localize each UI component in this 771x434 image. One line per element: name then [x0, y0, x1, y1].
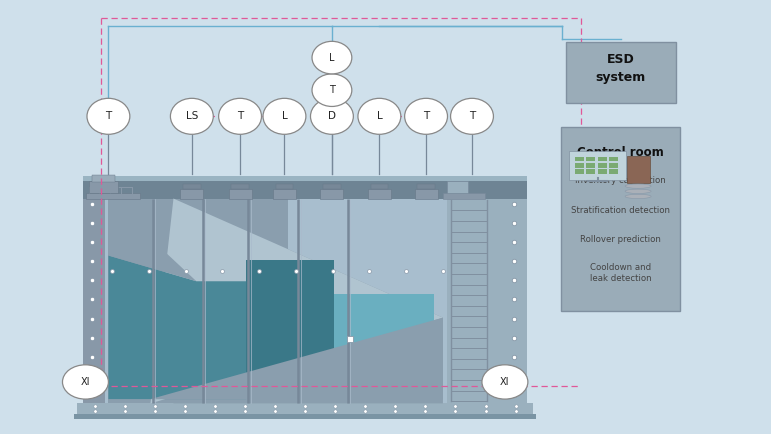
Bar [574, 163, 584, 168]
Text: XI: XI [81, 377, 90, 387]
Bar [93, 175, 116, 182]
Bar [276, 184, 293, 189]
Text: ESD
system: ESD system [596, 53, 646, 85]
Text: Rollover prediction: Rollover prediction [580, 235, 661, 244]
Bar [574, 169, 584, 174]
Ellipse shape [263, 99, 306, 134]
Bar [371, 184, 388, 189]
Bar [598, 157, 607, 161]
Polygon shape [150, 199, 443, 403]
Bar [368, 189, 391, 199]
Bar [417, 184, 435, 189]
Polygon shape [150, 318, 443, 399]
Polygon shape [109, 199, 197, 281]
Bar [415, 189, 438, 199]
Bar [246, 260, 334, 399]
Text: LS: LS [186, 111, 198, 122]
Text: L: L [376, 111, 382, 122]
Bar [334, 294, 434, 399]
Bar [228, 189, 251, 199]
Bar [609, 157, 618, 161]
FancyBboxPatch shape [627, 156, 650, 183]
Bar [86, 193, 140, 200]
Bar [598, 169, 607, 174]
Text: T: T [106, 111, 112, 122]
Ellipse shape [170, 99, 214, 134]
Bar [231, 184, 249, 189]
Ellipse shape [625, 184, 651, 188]
Bar [586, 169, 595, 174]
Polygon shape [109, 256, 246, 399]
Bar [446, 199, 527, 403]
Bar [586, 157, 595, 161]
Bar [83, 176, 527, 403]
Ellipse shape [312, 74, 352, 106]
Text: Cooldown and
leak detection: Cooldown and leak detection [590, 263, 651, 283]
Ellipse shape [405, 99, 447, 134]
Ellipse shape [311, 99, 353, 134]
Bar [574, 157, 584, 161]
Ellipse shape [219, 99, 261, 134]
FancyBboxPatch shape [569, 151, 626, 180]
Ellipse shape [450, 99, 493, 134]
Bar [323, 184, 341, 189]
Bar [609, 163, 618, 168]
Text: L: L [281, 111, 288, 122]
Bar [105, 199, 446, 403]
Text: L: L [329, 53, 335, 62]
Bar [74, 414, 537, 419]
Ellipse shape [87, 99, 130, 134]
Bar [77, 403, 534, 414]
Bar [83, 199, 105, 403]
FancyBboxPatch shape [561, 128, 680, 311]
Bar [183, 184, 200, 189]
Text: Stratification detection: Stratification detection [571, 206, 670, 215]
Ellipse shape [625, 189, 651, 194]
Text: T: T [329, 85, 335, 95]
Text: T: T [423, 111, 429, 122]
Bar [89, 181, 119, 193]
Bar [443, 193, 485, 200]
Bar [273, 189, 296, 199]
Ellipse shape [62, 365, 109, 399]
Text: T: T [237, 111, 243, 122]
Bar [598, 163, 607, 168]
Text: XI: XI [500, 377, 510, 387]
Text: T: T [469, 111, 475, 122]
Bar [83, 176, 527, 181]
Bar [83, 176, 527, 199]
FancyBboxPatch shape [566, 42, 675, 103]
Bar [446, 181, 468, 194]
Bar [180, 189, 204, 199]
Ellipse shape [625, 194, 651, 199]
Bar [109, 199, 288, 403]
Ellipse shape [482, 365, 528, 399]
Bar [586, 163, 595, 168]
Ellipse shape [312, 41, 352, 74]
Text: D: D [328, 111, 336, 122]
Polygon shape [173, 199, 443, 403]
Text: Control room: Control room [577, 146, 664, 159]
Bar [609, 169, 618, 174]
Text: Inventory calculation: Inventory calculation [575, 176, 666, 185]
Bar [321, 189, 343, 199]
Ellipse shape [358, 99, 401, 134]
